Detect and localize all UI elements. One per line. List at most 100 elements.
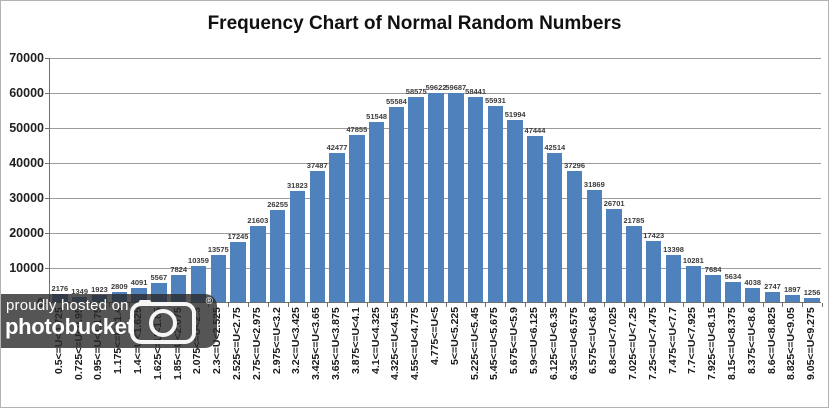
bar-value-label: 2176 [51, 284, 69, 294]
bar-value-label: 37296 [564, 161, 585, 171]
x-axis-label: 5.45<=U<5.675 [488, 307, 501, 380]
bar-value-label: 31869 [583, 180, 605, 190]
bar-value-label: 10281 [682, 256, 704, 266]
bar [744, 287, 761, 302]
watermark-text-line1: proudly hosted on [6, 297, 129, 314]
x-axis-tick [485, 303, 487, 307]
x-axis-tick [406, 303, 408, 307]
chart-title: Frequency Chart of Normal Random Numbers [207, 13, 622, 34]
x-axis-label: 5.675<=U<5.9 [508, 307, 521, 374]
camera-icon [129, 299, 201, 350]
x-axis-tick [584, 303, 586, 307]
x-axis-tick [386, 303, 388, 307]
bar-value-label: 21603 [247, 216, 269, 226]
y-axis-label: 20000 [9, 226, 44, 240]
x-axis-label: 3.2<=U<3.425 [290, 307, 303, 374]
x-axis-tick [544, 303, 546, 307]
bar [289, 190, 306, 302]
x-axis-tick [742, 303, 744, 307]
bar [329, 153, 345, 302]
x-axis-label: 5<=U<5.225 [448, 307, 461, 366]
x-axis-label: 4.1<=U<4.325 [369, 307, 382, 374]
bar-value-label: 2809 [110, 282, 128, 292]
bar-value-label: 1897 [783, 285, 801, 295]
bar [586, 190, 603, 302]
bar [368, 121, 385, 302]
x-axis-tick [247, 303, 249, 307]
y-axis-tick [45, 198, 50, 199]
x-axis-tick [782, 303, 784, 307]
bar [626, 225, 642, 302]
x-axis-tick [346, 303, 348, 307]
bar-value-label: 1923 [91, 285, 108, 295]
bar [606, 208, 622, 302]
bar-value-label: 5567 [150, 272, 168, 282]
x-axis-label: 5.225<=U<5.45 [468, 307, 481, 380]
x-axis-tick [465, 303, 467, 307]
x-axis-tick [505, 303, 507, 307]
x-axis-label: 8.6<=U<8.825 [765, 307, 778, 374]
plot-area: 2176 1349 1923 2809 4091 5567 7824 10359 13575 17… [45, 58, 823, 307]
x-axis-label: 8.15<=U<8.375 [725, 307, 738, 380]
bar-value-label: 17423 [643, 231, 665, 241]
bar-value-label: 4038 [744, 277, 762, 287]
x-axis-label: 7.025<=U<7.25 [626, 307, 639, 380]
x-axis-tick [267, 303, 269, 307]
x-axis-tick [762, 303, 764, 307]
bar [349, 134, 365, 302]
y-axis-tick [45, 93, 50, 94]
y-axis-label: 60000 [9, 86, 44, 100]
bar [665, 255, 682, 302]
bar [804, 297, 820, 302]
watermark-text-line2: photobucket [5, 314, 134, 339]
bar-value-label: 55584 [385, 97, 407, 107]
x-axis-tick [703, 303, 705, 307]
bar [388, 107, 405, 302]
x-axis-label: 8.375<=U<8.6 [745, 307, 758, 374]
bar-value-label: 47855 [346, 124, 368, 134]
bar [190, 265, 207, 302]
bar [705, 275, 721, 302]
bar [448, 93, 464, 302]
x-axis-tick [525, 303, 527, 307]
bar [428, 93, 444, 302]
x-axis-tick [663, 303, 665, 307]
bar-value-label: 42514 [544, 143, 566, 153]
x-axis-label: 2.975<=U<3.2 [270, 307, 283, 374]
bar-value-label: 31823 [286, 180, 308, 190]
x-axis-label: 4.325<=U<4.55 [389, 307, 402, 380]
x-axis-label: 6.575<=U<6.8 [587, 307, 600, 374]
x-axis-label: 3.875<=U<4.1 [349, 307, 362, 374]
bar [487, 106, 504, 302]
y-axis-tick [45, 128, 50, 129]
bar [250, 226, 266, 302]
bar [764, 292, 781, 302]
x-axis-tick [643, 303, 645, 307]
x-axis-tick [802, 303, 804, 307]
x-axis-tick [683, 303, 685, 307]
x-axis-label: 7.925<=U<8.15 [706, 307, 719, 380]
y-axis-label: 10000 [9, 261, 44, 275]
y-axis-tick [45, 58, 50, 59]
bar-value-label: 13575 [207, 244, 229, 254]
x-axis-label: 7.25<=U<7.475 [646, 307, 659, 380]
y-axis-label: 50000 [9, 121, 44, 135]
bar-value-label: 13398 [663, 245, 684, 255]
bar-value-label: 21785 [623, 215, 645, 225]
bar-value-label: 7684 [704, 265, 722, 275]
bar-value-label: 51548 [366, 111, 388, 121]
x-axis-tick [564, 303, 566, 307]
registered-mark: ® [205, 296, 213, 307]
x-axis-tick [604, 303, 606, 307]
bar-value-label: 1349 [71, 287, 89, 297]
x-axis-label: 6.35<=U<6.575 [567, 307, 580, 380]
y-axis-label: 30000 [9, 191, 44, 205]
bar [784, 295, 801, 302]
bar [685, 266, 702, 302]
bar-value-label: 59687 [445, 83, 467, 93]
bar-value-label: 17245 [227, 231, 249, 241]
bar-value-label: 47444 [524, 125, 546, 135]
x-axis-label: 4.55<=U<4.775 [409, 307, 422, 380]
x-axis-tick [327, 303, 329, 307]
